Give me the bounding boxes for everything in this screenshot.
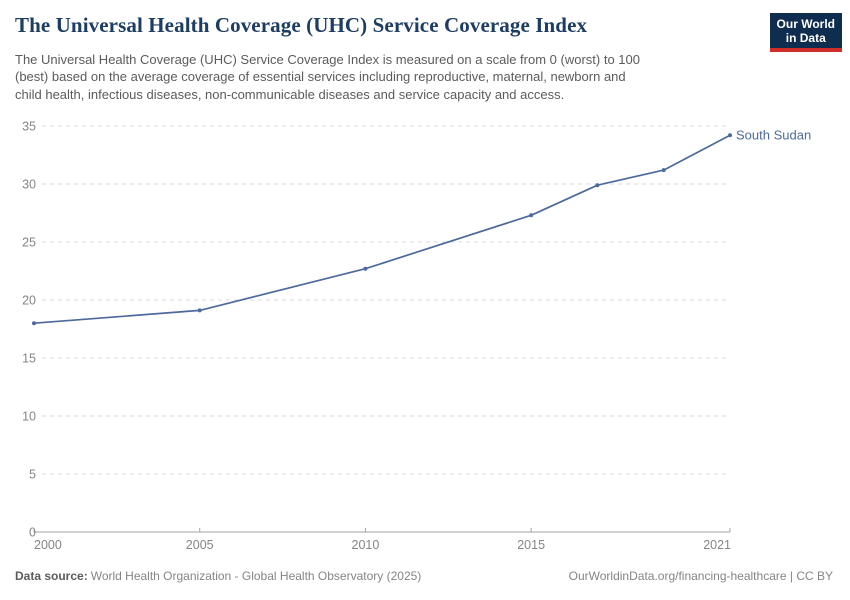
y-axis-tick-label: 10 xyxy=(22,409,36,423)
data-point-2005[interactable] xyxy=(197,308,202,313)
chart-footer: Data source: World Health Organization - … xyxy=(15,569,833,584)
data-point-2019[interactable] xyxy=(661,168,666,173)
owid-logo[interactable]: Our World in Data xyxy=(769,13,842,52)
subtitle-line: (best) based on the average coverage of … xyxy=(15,69,626,85)
data-point-2010[interactable] xyxy=(363,266,368,271)
series-end-label: South Sudan xyxy=(736,127,811,142)
data-source: Data source: World Health Organization - … xyxy=(15,569,421,584)
owid-logo-line2: in Data xyxy=(785,31,826,45)
data-source-label: Data source: xyxy=(15,569,88,583)
chart-title: The Universal Health Coverage (UHC) Serv… xyxy=(15,13,588,37)
owid-logo-line1: Our World xyxy=(776,17,835,31)
y-axis-tick-label: 35 xyxy=(22,119,36,133)
data-point-2021[interactable] xyxy=(728,133,732,138)
data-source-text: World Health Organization - Global Healt… xyxy=(90,569,422,583)
data-point-2015[interactable] xyxy=(529,213,534,218)
chart-subtitle: The Universal Health Coverage (UHC) Serv… xyxy=(15,51,715,103)
y-axis-tick-label: 30 xyxy=(22,177,36,191)
x-axis-tick-label: 2015 xyxy=(517,538,545,552)
series-line[interactable] xyxy=(33,134,731,325)
y-axis-tick-label: 25 xyxy=(22,235,36,249)
series-south-sudan[interactable]: South Sudan xyxy=(32,127,811,326)
x-axis-tick-label: 2021 xyxy=(703,538,731,552)
subtitle-line: child health, infectious diseases, non-c… xyxy=(15,86,565,102)
y-axis-tick-label: 15 xyxy=(22,351,36,365)
subtitle-line: The Universal Health Coverage (UHC) Serv… xyxy=(15,52,640,67)
data-point-2000[interactable] xyxy=(32,321,36,326)
x-axis-tick-label: 2005 xyxy=(186,538,214,552)
data-point-2017[interactable] xyxy=(595,183,600,188)
owid-url-link[interactable]: OurWorldinData.org/financing-healthcare … xyxy=(568,569,833,583)
x-axis-tick-label: 2010 xyxy=(352,538,380,552)
y-axis-tick-label: 20 xyxy=(22,293,36,307)
x-axis-tick-label: 2000 xyxy=(34,538,62,552)
y-axis-tick-label: 5 xyxy=(29,467,36,481)
y-axis-tick-label: 0 xyxy=(29,525,36,539)
